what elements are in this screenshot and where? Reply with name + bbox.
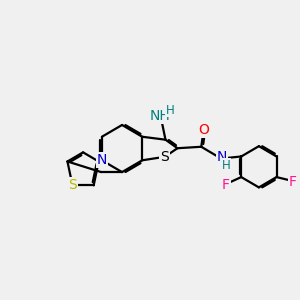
- Text: H: H: [222, 158, 231, 172]
- Text: S: S: [160, 150, 169, 164]
- Text: O: O: [198, 123, 209, 137]
- Text: NH: NH: [149, 109, 170, 123]
- Text: F: F: [289, 175, 297, 188]
- Text: N: N: [97, 153, 107, 167]
- Text: F: F: [222, 178, 230, 192]
- Text: N: N: [217, 150, 227, 164]
- Text: S: S: [68, 178, 77, 192]
- Text: H: H: [166, 104, 174, 117]
